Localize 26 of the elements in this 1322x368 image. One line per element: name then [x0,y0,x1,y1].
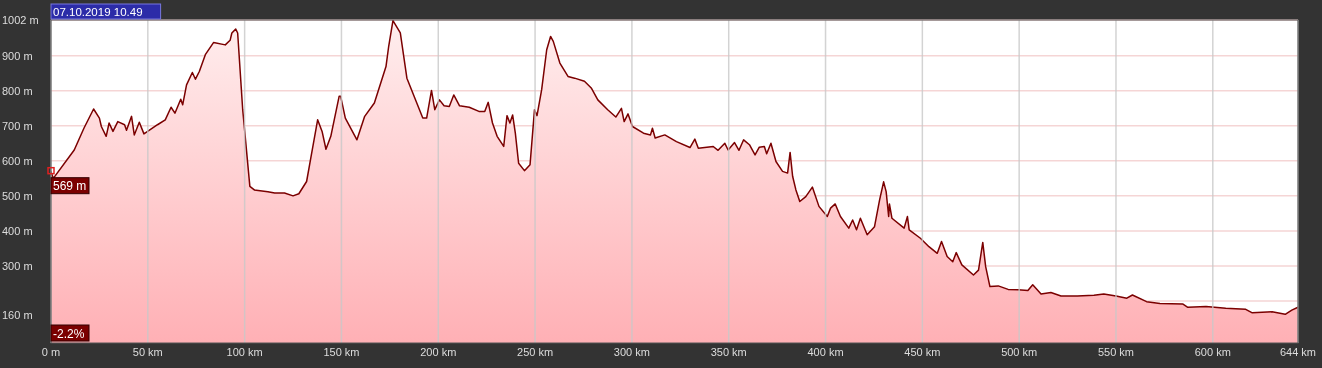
annotation: 569 m [53,179,87,194]
x-tick-label: 350 km [710,346,747,358]
x-tick-label: 300 km [613,346,650,358]
y-tick-label: 700 m [2,119,33,132]
x-tick-label: 200 km [420,346,457,358]
y-tick-label: 600 m [2,154,33,167]
x-tick-label: 250 km [517,346,554,358]
x-tick-label: 50 km [132,346,163,358]
y-tick-label: 160 m [2,308,33,321]
y-tick-label: 300 m [2,259,33,272]
x-tick-label: 400 km [807,346,844,358]
x-tick-label: 644 km [1279,346,1317,358]
text: 07.10.2019 10.49 [53,5,143,18]
x-tick-label: 150 km [323,346,360,358]
x-tick-label: 0 m [41,346,61,358]
y-tick-label: 1002 m [2,13,39,26]
y-tick-label: 900 m [2,49,33,62]
y-tick-label: 500 m [2,189,33,202]
y-tick-label: 400 m [2,224,33,237]
x-tick-label: 500 km [1001,346,1038,358]
x-tick-label: 600 km [1194,346,1231,358]
y-tick-label: 800 m [2,84,33,97]
x-tick-label: 100 km [226,346,263,358]
x-tick-label: 550 km [1097,346,1135,358]
x-tick-label: 450 km [904,346,941,358]
annotation: -2.2% [53,326,85,341]
